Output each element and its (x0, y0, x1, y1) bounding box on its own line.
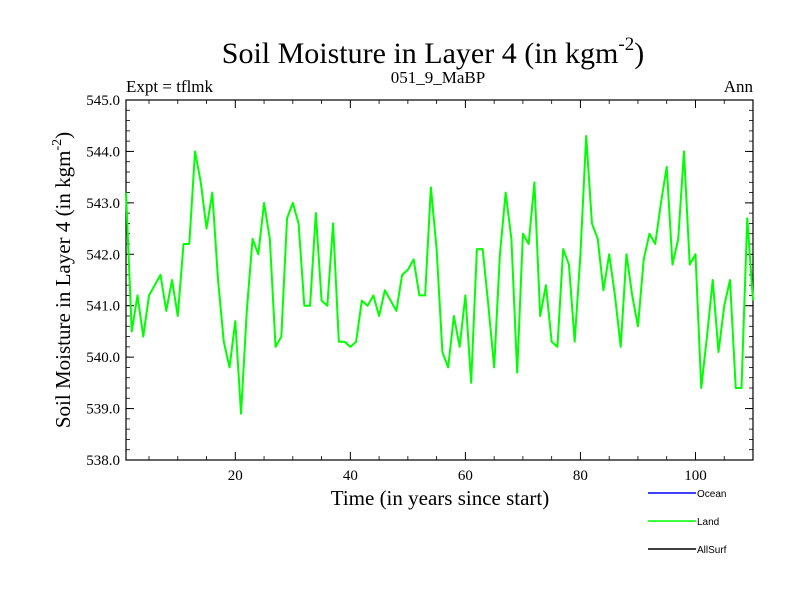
y-tick-label: 545.0 (86, 93, 120, 109)
series-line-land (125, 135, 754, 415)
subtitle-experiment: Expt = tflmk (126, 77, 214, 96)
y-tick-label: 543.0 (86, 196, 120, 212)
x-tick-label: 20 (228, 468, 243, 484)
x-axis-label: Time (in years since start) (331, 486, 550, 510)
legend-label-ocean: Ocean (697, 489, 726, 500)
x-tick-label: 100 (684, 468, 707, 484)
chart-title: Soil Moisture in Layer 4 (in kgm-2) (222, 34, 644, 70)
plot-frame (125, 99, 754, 461)
y-tick-label: 538.0 (86, 453, 120, 469)
y-tick-label: 540.0 (86, 350, 120, 366)
legend: Ocean Land AllSurf (648, 489, 727, 556)
subtitle-run: 051_9_MaBP (391, 68, 485, 87)
x-axis-ticks: 20 40 60 80 100 (148, 100, 754, 484)
x-tick-label: 40 (343, 468, 358, 484)
y-axis-label: Soil Moisture in Layer 4 (in kgm-2) (50, 132, 75, 428)
legend-label-land: Land (697, 517, 719, 528)
series-layer (125, 135, 754, 415)
y-tick-label: 539.0 (86, 402, 120, 418)
y-tick-label: 542.0 (86, 247, 120, 263)
y-tick-label: 544.0 (86, 144, 120, 160)
legend-label-allsurf: AllSurf (697, 545, 727, 556)
x-tick-label: 80 (573, 468, 588, 484)
y-tick-label: 541.0 (86, 299, 120, 315)
y-axis-ticks: 538.0 539.0 540.0 541.0 542.0 543.0 544.0 545.0 (86, 93, 753, 469)
subtitle-season: Ann (724, 77, 754, 96)
x-tick-label: 60 (458, 468, 473, 484)
